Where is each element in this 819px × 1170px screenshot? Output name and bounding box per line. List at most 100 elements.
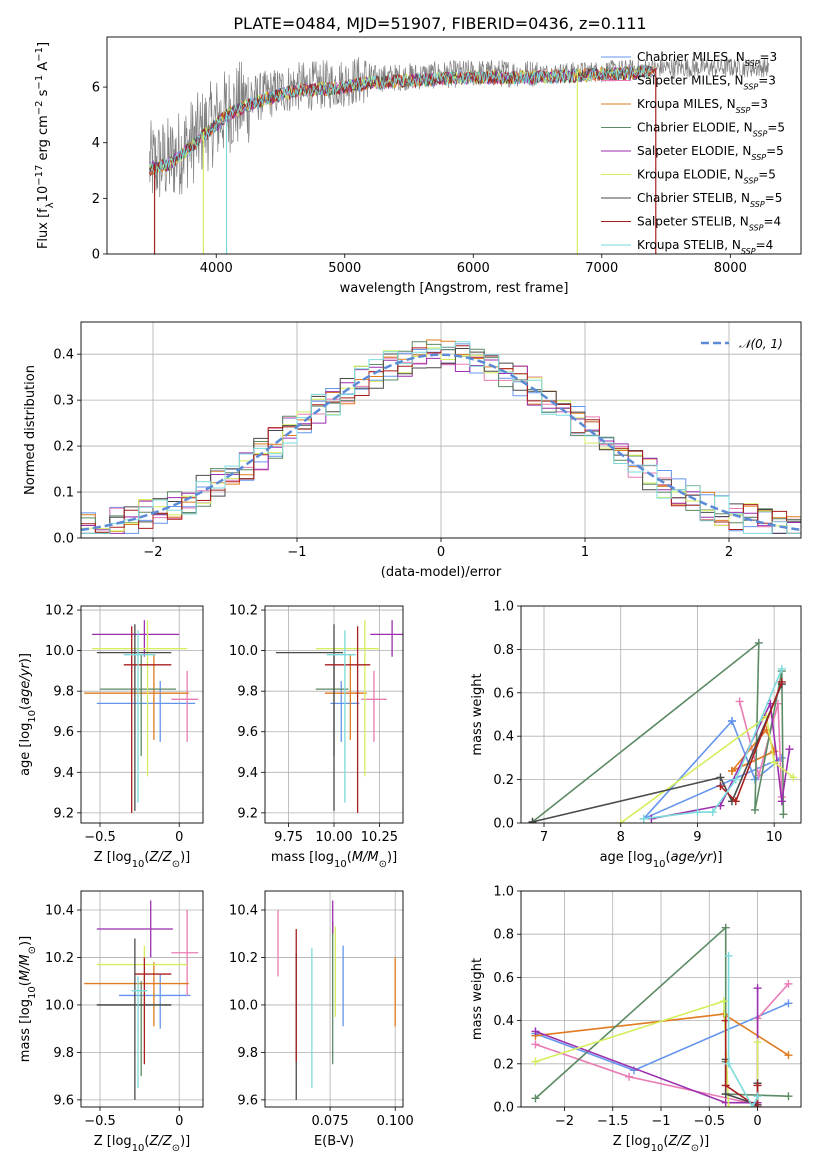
- x-tick-label: 0: [437, 545, 445, 560]
- y-tick-label: 0.2: [493, 1057, 514, 1072]
- axes-frame: [80, 321, 802, 539]
- histogram-step: [81, 345, 801, 534]
- label-part: Flux [f: [36, 208, 51, 249]
- y-tick-label: 9.2: [237, 806, 258, 821]
- y-tick-label: 1.0: [493, 885, 514, 900]
- label-part: (: [144, 850, 149, 865]
- y-tick-label: 10.0: [45, 644, 74, 659]
- legend-sub: SSP: [744, 82, 759, 91]
- legend-part: =3: [750, 97, 768, 111]
- y-axis-label: mass weight: [470, 673, 485, 755]
- legend-sub: SSP: [741, 247, 756, 256]
- x-tick-label: −0.5: [84, 830, 116, 845]
- label-part: age [log: [600, 850, 653, 865]
- label-part: mass weight: [470, 958, 485, 1040]
- mass-weight-point: [727, 717, 736, 726]
- label-part: (data-model)/error: [381, 565, 502, 580]
- mass-weight-line: [535, 983, 789, 1106]
- label-part: Z [log: [94, 850, 132, 865]
- label-part: −1: [34, 75, 45, 90]
- plot-area: [81, 606, 203, 823]
- x-axis-label: Z [log10(Z/Z⊙)]: [613, 1134, 710, 1154]
- mass-weight-point: [784, 979, 793, 988]
- y-tick-label: 10.2: [229, 604, 258, 619]
- spectrum-model-line: [149, 66, 651, 175]
- mass-weight-point: [735, 697, 744, 706]
- x-tick-label: 9: [693, 830, 701, 845]
- mass-weight-point: [731, 797, 740, 806]
- x-tick-label: 2: [725, 545, 733, 560]
- legend-part: Kroupa MILES, N: [637, 97, 736, 111]
- legend-part: =3: [758, 74, 776, 88]
- legend-entry: Salpeter MILES, NSSP=3: [637, 74, 776, 92]
- mass-weight-point: [531, 1057, 540, 1066]
- label-part: Normed distribution: [23, 365, 38, 495]
- legend-entry: 𝒩(0, 1): [739, 337, 783, 351]
- legend-entry: Chabrier STELIB, NSSP=5: [637, 191, 782, 209]
- label-part: ]: [36, 42, 51, 47]
- label-part: E(B-V): [314, 1134, 354, 1149]
- label-part: M/M: [352, 850, 379, 865]
- legend-part: Kroupa STELIB, N: [637, 238, 741, 252]
- x-axis-label: mass [log10(M/M⊙)]: [271, 850, 397, 870]
- label-part: )]: [699, 1134, 709, 1149]
- x-tick-label: 1: [581, 545, 589, 560]
- label-part: (: [663, 1134, 668, 1149]
- label-part: 10: [132, 859, 145, 870]
- mass-weight-point: [770, 747, 779, 756]
- mass-weight-point: [721, 1081, 730, 1090]
- legend-part: =5: [765, 191, 783, 205]
- y-axis-label: mass weight: [470, 958, 485, 1040]
- y-tick-label: 0: [92, 248, 100, 263]
- y-tick-label: 0.0: [493, 817, 514, 832]
- label-part: (: [666, 850, 671, 865]
- x-tick-label: 0.075: [311, 1114, 348, 1129]
- mass-weight-point: [777, 677, 786, 686]
- legend-entry: Chabrier MILES, NSSP=3: [637, 50, 777, 68]
- y-axis-label: mass [log10(M/M⊙)]: [18, 936, 38, 1062]
- label-part: )]: [387, 850, 397, 865]
- legend-entry: Kroupa ELODIE, NSSP=5: [637, 168, 776, 186]
- x-axis-label: E(B-V): [314, 1134, 354, 1149]
- y-tick-label: 9.8: [53, 1046, 74, 1061]
- x-tick-label: 0: [175, 830, 183, 845]
- y-tick-label: 9.6: [237, 725, 258, 740]
- y-tick-label: 0.4: [53, 348, 74, 363]
- label-part: Z/Z: [149, 850, 173, 865]
- label-part: A: [36, 62, 51, 75]
- label-part: 10: [653, 859, 666, 870]
- label-part: mass weight: [470, 673, 485, 755]
- mass-weight-point: [639, 814, 648, 823]
- mass-weight-point: [708, 808, 717, 817]
- x-axis-label: Z [log10(Z/Z⊙)]: [94, 1134, 191, 1154]
- legend-sub: SSP: [744, 176, 759, 185]
- panel-mass-vs-Z: −0.5 09.69.810.010.210.4Z [log10(Z/Z⊙)]ma…: [18, 890, 204, 1154]
- legend-entry: Salpeter STELIB, NSSP=4: [637, 215, 781, 233]
- label-part: )]: [180, 850, 190, 865]
- y-tick-label: 9.6: [237, 1093, 258, 1108]
- label-part: −17: [34, 165, 45, 186]
- mass-weight-point: [777, 797, 786, 806]
- mass-weight-point: [785, 745, 794, 754]
- legend-part: =5: [758, 168, 776, 182]
- y-tick-label: 1.0: [493, 600, 514, 615]
- y-tick-label: 10.2: [229, 951, 258, 966]
- mass-weight-point: [531, 1094, 540, 1103]
- y-tick-label: 10.2: [45, 951, 74, 966]
- x-tick-label: −2: [555, 1114, 574, 1129]
- label-part: ⊙: [379, 859, 387, 870]
- y-tick-label: 0.6: [493, 686, 514, 701]
- label-part: mass [log: [18, 999, 33, 1062]
- y-tick-label: 4: [92, 136, 100, 151]
- label-part: )]: [712, 850, 722, 865]
- y-tick-label: 10.4: [229, 903, 258, 918]
- mass-weight-point: [721, 1090, 730, 1099]
- mass-weight-line: [727, 955, 759, 1107]
- y-tick-label: 10.4: [45, 903, 74, 918]
- y-tick-label: 10.0: [45, 998, 74, 1013]
- mass-weight-point: [753, 1103, 762, 1107]
- axes-frame: [80, 890, 204, 1108]
- y-axis-label: age [log10(age/yr)]: [18, 653, 38, 776]
- mass-weight-point: [784, 1051, 793, 1060]
